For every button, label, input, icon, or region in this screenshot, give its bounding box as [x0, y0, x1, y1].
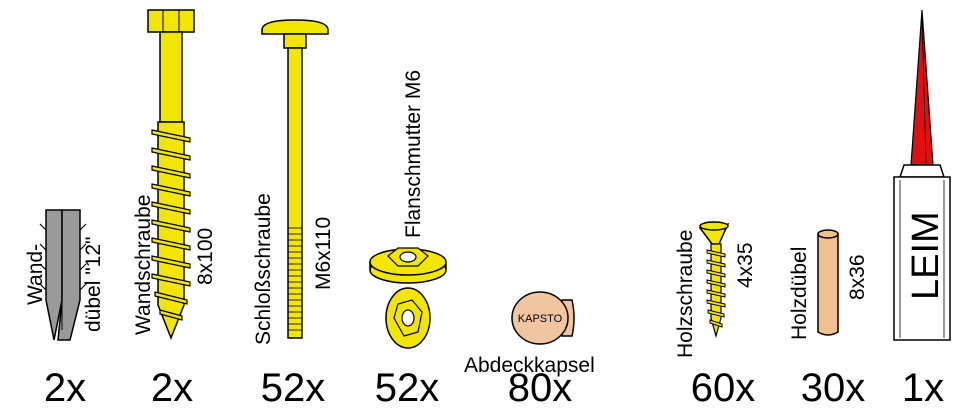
flange-nut-icon	[369, 247, 447, 349]
flange-nut-quantity: 52x	[374, 366, 440, 410]
wood-screw-name: Holzschraube	[674, 230, 697, 358]
glue-tube-icon: LEIM	[893, 9, 951, 341]
carriage-bolt-icon	[261, 19, 329, 339]
anchor-label-line2: dübel "12"	[82, 237, 105, 332]
anchor-quantity: 2x	[43, 366, 87, 410]
wood-dowel-name: Holzdübel	[788, 247, 811, 340]
flange-nut-name: Flanschmutter M6	[402, 70, 425, 238]
glue-label: LEIM	[905, 211, 947, 300]
carriage-bolt-quantity: 52x	[260, 366, 326, 410]
cover-cap-icon: KAPSTO	[511, 291, 575, 345]
wood-dowel-icon	[817, 229, 839, 336]
wood-screw-size: 4x35	[734, 242, 757, 288]
wall-screw-icon	[147, 9, 195, 341]
cover-cap-name: Abdeckkapsel	[464, 354, 595, 377]
wall-screw-quantity: 2x	[150, 366, 194, 410]
glue-quantity: 1x	[901, 366, 945, 410]
wall-screw-size: 8x100	[194, 228, 217, 285]
carriage-bolt-name: Schloßschraube	[252, 193, 275, 345]
wall-anchor-icon	[39, 209, 87, 341]
wood-screw-icon	[698, 221, 730, 339]
cap-text: KAPSTO	[518, 313, 563, 325]
cover-cap-quantity: 80x	[507, 366, 573, 410]
carriage-bolt-size: M6x110	[312, 217, 335, 290]
wood-dowel-size: 8x36	[846, 254, 869, 300]
anchor-label-line1: Wand-	[24, 244, 47, 305]
wood-dowel-quantity: 30x	[800, 366, 866, 410]
wood-screw-quantity: 60x	[690, 366, 756, 410]
wall-screw-name: Wandschraube	[132, 195, 155, 335]
